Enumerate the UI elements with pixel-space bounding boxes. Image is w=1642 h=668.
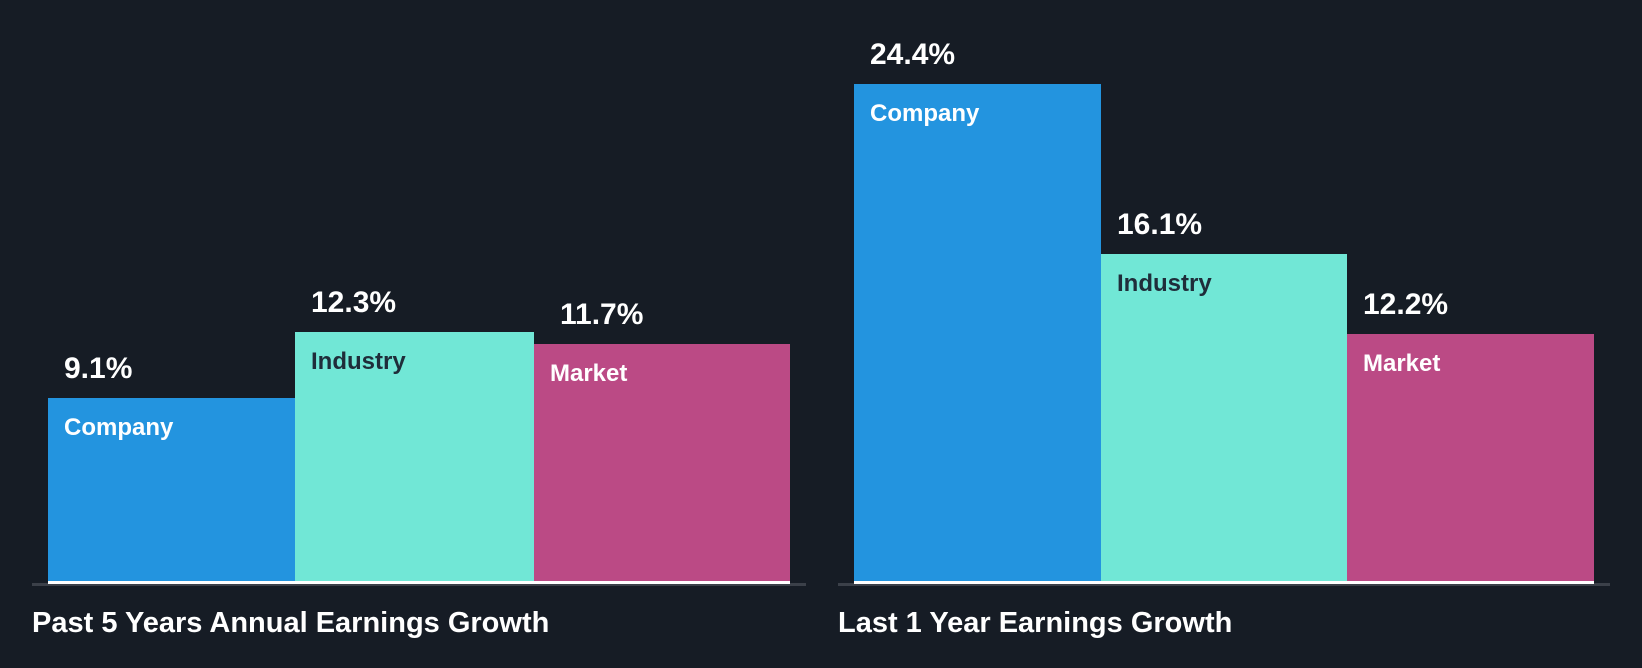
bar-market: Market <box>534 344 790 584</box>
value-label: 11.7% <box>560 298 644 331</box>
value-label: 9.1% <box>64 352 133 385</box>
bar-baseline <box>1101 581 1347 584</box>
x-axis-line <box>838 583 1610 586</box>
bar-label: Industry <box>1117 270 1212 297</box>
chart-title: Last 1 Year Earnings Growth <box>838 607 1233 639</box>
bar-market: Market <box>1347 334 1594 584</box>
x-axis-line <box>32 583 806 586</box>
bar-baseline <box>48 581 295 584</box>
bar-baseline <box>534 581 790 584</box>
bar-industry: Industry <box>295 332 534 584</box>
bar-label: Market <box>1363 350 1441 377</box>
bar-industry: Industry <box>1101 254 1347 584</box>
value-label: 24.4% <box>870 38 956 71</box>
bar-baseline <box>1347 581 1594 584</box>
bar-label: Company <box>64 414 174 441</box>
bar-label: Company <box>870 100 980 127</box>
bar-company: Company <box>48 398 295 584</box>
bar-baseline <box>295 581 534 584</box>
value-label: 16.1% <box>1117 208 1203 241</box>
value-label: 12.2% <box>1363 288 1449 321</box>
bar-label: Industry <box>311 348 406 375</box>
value-label: 12.3% <box>311 286 397 319</box>
bar-baseline <box>854 581 1101 584</box>
chart-title: Past 5 Years Annual Earnings Growth <box>32 607 550 639</box>
bar-company: Company <box>854 84 1101 584</box>
bar-label: Market <box>550 360 628 387</box>
